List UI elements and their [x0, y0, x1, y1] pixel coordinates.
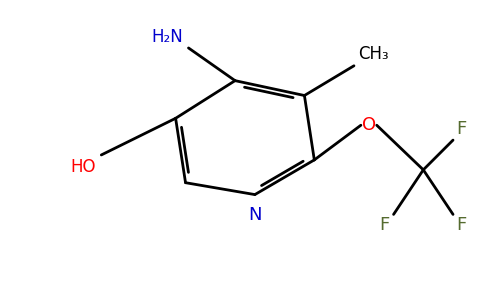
Text: O: O	[362, 116, 376, 134]
Text: CH₃: CH₃	[358, 45, 389, 63]
Text: F: F	[456, 120, 466, 138]
Text: HO: HO	[71, 158, 96, 176]
Text: H₂N: H₂N	[152, 28, 183, 46]
Text: F: F	[379, 216, 390, 234]
Text: N: N	[248, 206, 262, 224]
Text: F: F	[456, 216, 466, 234]
